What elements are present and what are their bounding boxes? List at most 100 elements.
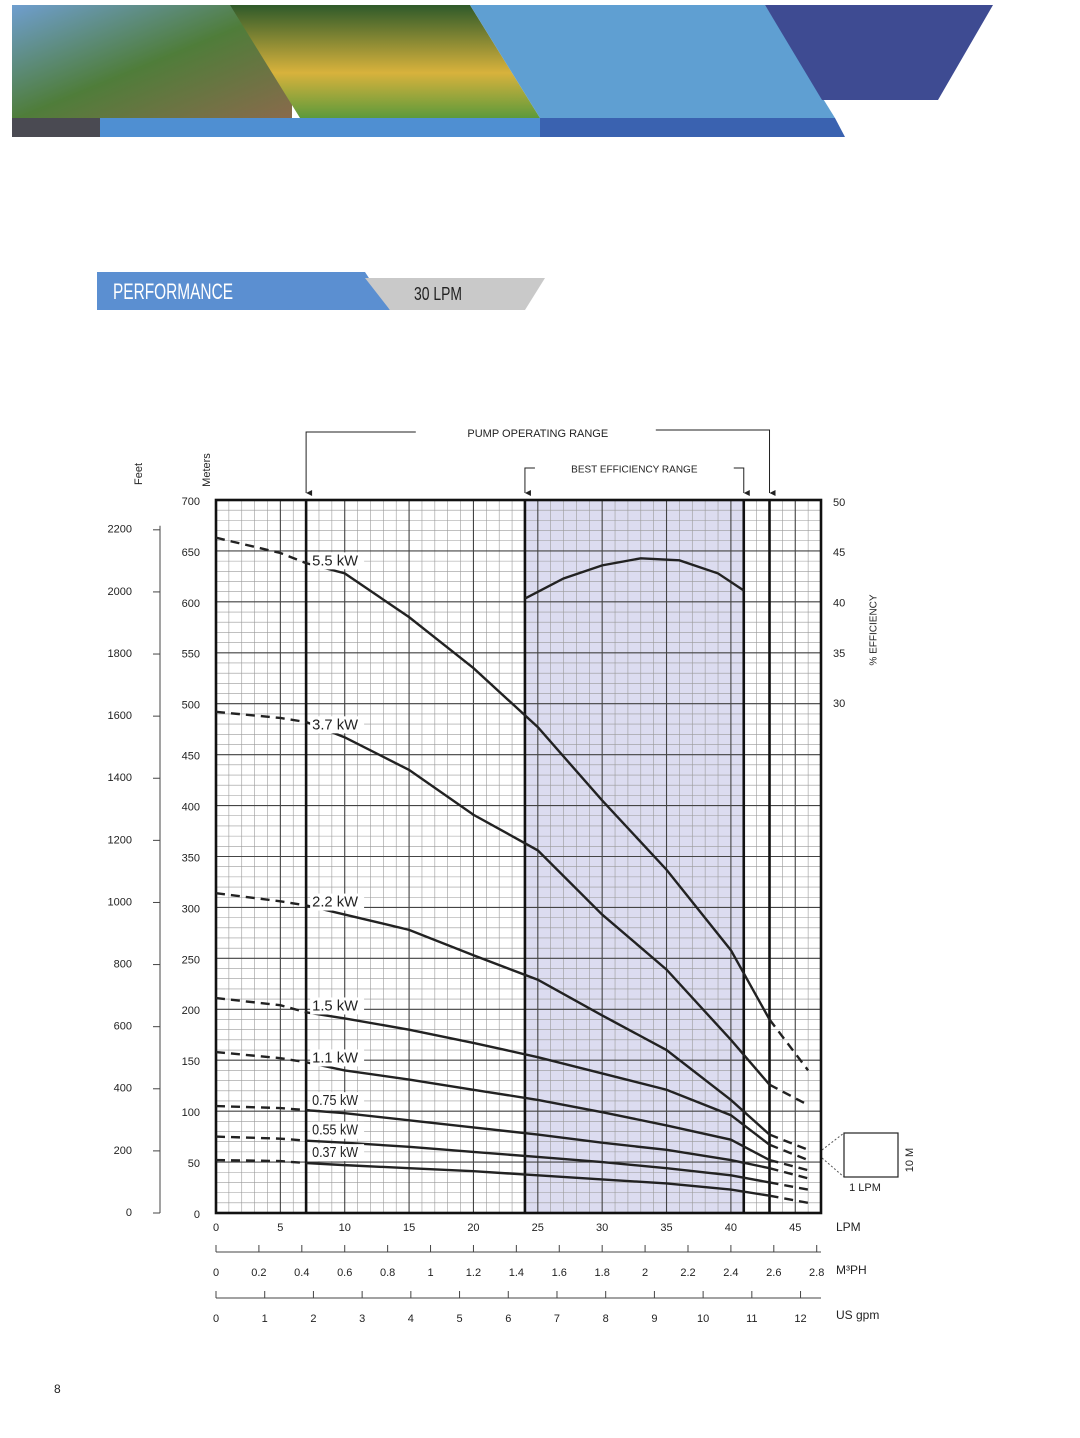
curve-label: 0.37 kW (312, 1144, 359, 1161)
curve (215, 710, 307, 724)
tick-label: 2 (310, 1313, 316, 1325)
curve (305, 720, 771, 1086)
x-tick-label: 0 (213, 1222, 219, 1234)
model-tab (365, 278, 545, 310)
tick-label: 0.2 (251, 1267, 266, 1279)
feet-tick-label: 1800 (108, 648, 132, 660)
y2-tick-label: 50 (833, 497, 845, 509)
scale-leader (821, 1132, 845, 1151)
y-axis-label: Meters (201, 453, 213, 487)
tick-label: 11 (746, 1313, 757, 1325)
feet-axis-label: Feet (133, 463, 145, 485)
tick-label: 1 (262, 1313, 268, 1325)
x-tick-label: 10 (339, 1222, 351, 1234)
curve-label-bg (310, 552, 365, 570)
feet-tick-label: 400 (114, 1083, 132, 1095)
tick-label: 8 (603, 1313, 609, 1325)
curve (215, 1158, 307, 1165)
curve (305, 904, 771, 1136)
y2-tick-label: 45 (833, 547, 845, 559)
curve-label-bg (310, 1092, 365, 1110)
tick-label: 1.8 (595, 1267, 610, 1279)
scale-legend: 1 LPM 10 M (821, 1132, 916, 1194)
curve (769, 1143, 809, 1162)
curve (768, 1083, 809, 1107)
curve-label: 0.55 kW (312, 1122, 359, 1139)
y-tick-label: 350 (182, 852, 200, 864)
y-tick-label: 250 (182, 954, 200, 966)
banner-band (100, 118, 540, 137)
curve-label-bg (310, 997, 365, 1015)
y-tick-label: 200 (182, 1005, 200, 1017)
feet-tick-label: 0 (126, 1207, 132, 1219)
range-bracket (524, 467, 535, 496)
tick-label: 6 (505, 1313, 511, 1325)
banner-photo (230, 5, 540, 118)
curve-label-bg (310, 1144, 365, 1162)
y-tick-label: 600 (182, 598, 200, 610)
feet-tick-label: 1400 (108, 772, 132, 784)
feet-tick-label: 2200 (108, 524, 132, 536)
curve-label: 1.1 kW (312, 1049, 359, 1066)
curve (769, 1181, 809, 1191)
range-bracket (733, 467, 750, 496)
tick-label: 1.2 (466, 1267, 481, 1279)
feet-tick-label: 200 (114, 1145, 132, 1157)
scale-x-label: 1 LPM (849, 1182, 881, 1194)
tick-label: 2 (642, 1267, 648, 1279)
range-bracket (655, 429, 776, 496)
x-tick-label: 20 (467, 1222, 479, 1234)
y-tick-label: 0 (194, 1209, 200, 1221)
efficiency-curve (524, 557, 745, 600)
curve (305, 561, 771, 1021)
section-tab (97, 272, 390, 310)
curve (215, 996, 307, 1014)
x-tick-label: 40 (725, 1222, 737, 1234)
curve (305, 1011, 771, 1146)
y-tick-label: 500 (182, 700, 200, 712)
tick-label: 0 (213, 1313, 219, 1325)
x-tick-label: 30 (596, 1222, 608, 1234)
y-tick-label: 650 (182, 547, 200, 559)
tick-label: 0.4 (294, 1267, 309, 1279)
curve (215, 1135, 307, 1142)
tick-label: 0.6 (337, 1267, 352, 1279)
curve-label: 5.5 kW (312, 552, 359, 569)
curve-label: 0.75 kW (312, 1092, 359, 1109)
curve (768, 1018, 810, 1072)
banner-shape (765, 5, 993, 100)
curve (769, 1158, 809, 1172)
curve-label-bg (310, 1121, 365, 1139)
curve-label: 1.5 kW (312, 997, 359, 1014)
y-tick-label: 400 (182, 801, 200, 813)
x2-axis-label: M³PH (836, 1263, 867, 1277)
tick-label: 2.4 (723, 1267, 738, 1279)
tick-label: 1 (427, 1267, 433, 1279)
curve-label-bg (310, 716, 365, 734)
feet-tick-label: 600 (114, 1021, 132, 1033)
banner-band (12, 118, 102, 137)
x-tick-label: 45 (789, 1222, 801, 1234)
tick-label: 2.2 (680, 1267, 695, 1279)
plot-frame (214, 498, 823, 1215)
scale-y-label: 10 M (904, 1148, 916, 1172)
model-title: 30 LPM (414, 284, 462, 304)
tick-label: 9 (651, 1313, 657, 1325)
curve-label: 2.2 kW (312, 894, 359, 911)
y-tick-label: 50 (188, 1158, 200, 1170)
curve-label-bg (310, 893, 365, 911)
curve (215, 891, 307, 907)
tick-label: 2.6 (766, 1267, 781, 1279)
curve (769, 1133, 809, 1151)
y2-tick-label: 35 (833, 648, 845, 660)
y2-axis-label: % EFFICIENCY (869, 594, 880, 665)
curve-label-bg (310, 1049, 365, 1067)
curve-label: 3.7 kW (312, 716, 359, 733)
tick-label: 1.4 (509, 1267, 524, 1279)
curve (769, 1194, 809, 1204)
curve (306, 1108, 770, 1170)
feet-tick-label: 2000 (108, 586, 132, 598)
x-axis-label: LPM (836, 1220, 861, 1234)
range-bracket (305, 431, 416, 496)
